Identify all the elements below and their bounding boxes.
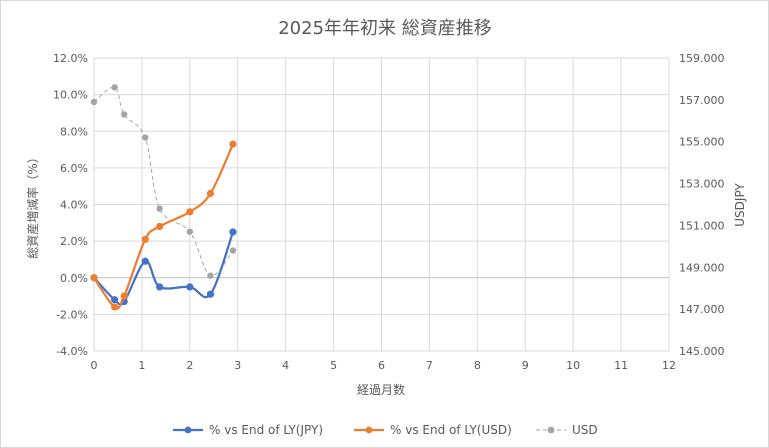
series-3-point — [120, 111, 128, 118]
series-3-point — [229, 247, 237, 254]
series-3-point — [207, 272, 214, 279]
chart-title: 2025年年初来 総資産推移 — [278, 18, 492, 39]
y-axis-title: 総資産増減率（%） — [25, 151, 40, 258]
y-tick-label: 0.0% — [60, 272, 88, 285]
series-2-line — [93, 143, 234, 310]
legend-item: USD — [536, 423, 598, 437]
y-tick-label: 8.0% — [60, 125, 88, 138]
series-1-point — [156, 283, 164, 291]
x-tick-label: 10 — [566, 359, 580, 372]
x-tick-label: 1 — [138, 359, 145, 372]
x-tick-label: 11 — [614, 359, 628, 372]
x-tick-label: 8 — [474, 359, 481, 372]
x-tick-label: 9 — [522, 359, 529, 372]
y2-tick-label: 151.000 — [679, 219, 725, 232]
y2-tick-label: 145.000 — [679, 345, 725, 358]
series-2-point — [111, 303, 119, 311]
y2-tick-label: 149.000 — [679, 261, 725, 274]
legend-marker — [365, 426, 373, 434]
y-tick-label: -2.0% — [56, 308, 88, 321]
x-tick-label: 0 — [91, 359, 98, 372]
y-tick-label: 2.0% — [60, 235, 88, 248]
series-layer — [90, 84, 237, 311]
legend-item: % vs End of LY(JPY) — [173, 423, 323, 437]
x-tick-label: 4 — [282, 359, 289, 372]
series-3-line — [93, 86, 234, 277]
legend-marker — [547, 426, 555, 434]
x-tick-label: 5 — [330, 359, 337, 372]
series-2-point — [156, 222, 164, 231]
x-tick-label: 12 — [662, 359, 676, 372]
x-tick-label: 2 — [186, 359, 193, 372]
series-3-point — [142, 134, 149, 141]
series-2-point — [186, 208, 194, 216]
series-3-point — [186, 228, 194, 235]
x-tick-label: 6 — [378, 359, 385, 372]
series-2-point — [141, 235, 149, 243]
y-tick-label: -4.0% — [56, 345, 88, 358]
y-tick-label: 4.0% — [60, 199, 88, 212]
y2-tick-label: 153.000 — [679, 178, 725, 191]
series-2-point — [229, 140, 237, 148]
series-3-point — [156, 205, 163, 212]
legend-label: % vs End of LY(USD) — [390, 423, 512, 437]
y2-tick-label: 147.000 — [679, 303, 725, 316]
x-tick-label: 7 — [426, 359, 433, 372]
y2-axis-title: USDJPY — [733, 183, 747, 227]
series-2-point — [120, 292, 128, 300]
legend: % vs End of LY(JPY) % vs End of LY(USD) US… — [173, 423, 598, 437]
y-tick-label: 12.0% — [53, 52, 88, 65]
series-3-point — [111, 84, 118, 91]
grid-layer — [93, 57, 670, 352]
series-1-point — [141, 257, 149, 265]
series-1-point — [229, 228, 237, 236]
y-tick-label: 6.0% — [60, 162, 88, 175]
legend-marker — [184, 426, 192, 434]
series-3-point — [90, 98, 98, 106]
series-2-point — [90, 274, 98, 282]
series-1-point — [186, 283, 194, 291]
series-1-point — [206, 290, 215, 298]
series-2-point — [206, 189, 215, 198]
axes-layer: -4.0% -2.0% 0.0% 2.0% 4.0% 6.0% 8.0% 10.0% 12.0%… — [53, 52, 724, 372]
legend-label: USD — [572, 423, 598, 437]
x-axis-title: 経過月数 — [357, 382, 405, 397]
x-tick-label: 3 — [234, 359, 241, 372]
legend-item: % vs End of LY(USD) — [354, 423, 512, 437]
series-1-point — [111, 296, 119, 304]
y2-tick-label: 155.000 — [679, 136, 725, 149]
legend-label: % vs End of LY(JPY) — [209, 423, 323, 437]
y2-tick-label: 159.000 — [679, 52, 725, 65]
y2-tick-label: 157.000 — [679, 94, 725, 107]
y-tick-label: 10.0% — [53, 89, 88, 102]
